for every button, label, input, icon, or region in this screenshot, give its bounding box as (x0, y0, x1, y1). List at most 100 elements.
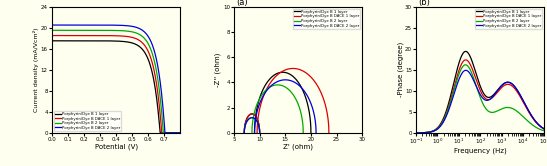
Porphyrin/Dye B 1 layer (157, 132, 164, 134)
Porphyrin/Dye B 1 layer (251, 132, 258, 134)
Porphyrin/Dye B 2 layer (300, 132, 306, 134)
Porphyrin/Dye B 1 layer (469, 62, 476, 64)
Porphyrin/Dye B DACE 1 layer (290, 67, 296, 69)
Porphyrin/Dye B DACE 1 layer (513, 89, 520, 91)
Porphyrin/Dye B 1 layer (413, 132, 420, 134)
Porphyrin/Dye B DACE 2 layer (148, 42, 155, 44)
Porphyrin/Dye B 2 layer (160, 132, 167, 134)
Porphyrin/Dye B DACE 2 layer (463, 69, 469, 71)
Porphyrin/Dye B DACE 1 layer (132, 38, 139, 40)
Porphyrin/Dye B 1 layer (180, 132, 187, 134)
Porphyrin/Dye B 2 layer (267, 86, 274, 88)
Porphyrin/Dye B 2 layer (129, 31, 135, 33)
Porphyrin/Dye B DACE 2 layer (426, 131, 433, 133)
Text: (b): (b) (418, 0, 430, 7)
Porphyrin/Dye B 2 layer (469, 75, 476, 77)
Porphyrin/Dye B DACE 2 layer (132, 26, 139, 28)
Porphyrin/Dye B 2 layer (265, 87, 272, 89)
Line: Porphyrin/Dye B 1 layer: Porphyrin/Dye B 1 layer (52, 41, 183, 133)
Porphyrin/Dye B DACE 2 layer (501, 83, 508, 84)
Porphyrin/Dye B DACE 2 layer (469, 77, 476, 79)
Legend: Porphyrin/Dye B 1 layer, Porphyrin/Dye B DACE 1 layer, Porphyrin/Dye B 2 layer, : Porphyrin/Dye B 1 layer, Porphyrin/Dye B… (475, 9, 542, 29)
Porphyrin/Dye B DACE 1 layer (279, 70, 286, 72)
Porphyrin/Dye B 2 layer (541, 130, 547, 132)
Porphyrin/Dye B 2 layer (426, 131, 433, 133)
Porphyrin/Dye B DACE 1 layer (462, 59, 469, 61)
Porphyrin/Dye B 1 layer (501, 82, 508, 84)
Porphyrin/Dye B DACE 2 layer (271, 82, 278, 84)
Porphyrin/Dye B DACE 2 layer (272, 81, 279, 83)
Porphyrin/Dye B DACE 1 layer (49, 35, 55, 37)
Porphyrin/Dye B DACE 1 layer (501, 84, 508, 86)
Porphyrin/Dye B 1 layer (271, 74, 278, 76)
Porphyrin/Dye B DACE 2 layer (465, 70, 472, 72)
Porphyrin/Dye B DACE 1 layer (325, 131, 332, 133)
Porphyrin/Dye B 2 layer (266, 86, 273, 88)
Porphyrin/Dye B 1 layer (252, 115, 259, 117)
Porphyrin/Dye B DACE 2 layer (125, 25, 132, 27)
Porphyrin/Dye B 1 layer (465, 52, 472, 54)
Porphyrin/Dye B DACE 1 layer (469, 69, 476, 71)
Porphyrin/Dye B DACE 1 layer (180, 132, 187, 134)
Porphyrin/Dye B DACE 1 layer (541, 128, 547, 130)
Porphyrin/Dye B DACE 1 layer (413, 132, 420, 134)
Porphyrin/Dye B 2 layer (462, 64, 469, 66)
X-axis label: Z' (ohm): Z' (ohm) (283, 143, 313, 150)
Porphyrin/Dye B DACE 1 layer (254, 132, 260, 134)
Line: Porphyrin/Dye B 1 layer: Porphyrin/Dye B 1 layer (254, 72, 311, 133)
Porphyrin/Dye B DACE 1 layer (515, 93, 522, 95)
Porphyrin/Dye B 2 layer (515, 111, 522, 113)
X-axis label: Potential (V): Potential (V) (95, 143, 138, 150)
Porphyrin/Dye B DACE 1 layer (426, 131, 433, 133)
Legend: Porphyrin/Dye B 1 layer, Porphyrin/Dye B DACE 1 layer, Porphyrin/Dye B 2 layer, : Porphyrin/Dye B 1 layer, Porphyrin/Dye B… (293, 9, 360, 29)
Porphyrin/Dye B 2 layer (252, 110, 258, 112)
Porphyrin/Dye B 1 layer (426, 131, 433, 133)
Porphyrin/Dye B DACE 2 layer (49, 24, 55, 26)
Porphyrin/Dye B 1 layer (271, 74, 277, 76)
Porphyrin/Dye B 2 layer (300, 131, 306, 133)
Porphyrin/Dye B DACE 2 layer (180, 132, 187, 134)
Porphyrin/Dye B DACE 2 layer (162, 132, 168, 134)
Porphyrin/Dye B DACE 2 layer (57, 24, 63, 26)
Porphyrin/Dye B 1 layer (513, 87, 520, 89)
Porphyrin/Dye B 1 layer (162, 132, 168, 134)
Porphyrin/Dye B 1 layer (307, 132, 314, 134)
Porphyrin/Dye B 1 layer (270, 75, 276, 77)
Porphyrin/Dye B 1 layer (148, 69, 155, 71)
Porphyrin/Dye B DACE 2 layer (255, 107, 261, 109)
Porphyrin/Dye B 1 layer (307, 131, 314, 133)
Legend: Porphyrin/Dye B 1 layer, Porphyrin/Dye B DACE 1 layer, Porphyrin/Dye B 2 layer, : Porphyrin/Dye B 1 layer, Porphyrin/Dye B… (54, 111, 121, 131)
Line: Porphyrin/Dye B DACE 2 layer: Porphyrin/Dye B DACE 2 layer (52, 25, 183, 133)
Porphyrin/Dye B DACE 2 layer (541, 128, 547, 130)
Porphyrin/Dye B DACE 2 layer (253, 117, 259, 119)
Porphyrin/Dye B DACE 1 layer (255, 114, 262, 116)
Line: Porphyrin/Dye B 2 layer: Porphyrin/Dye B 2 layer (416, 65, 544, 133)
Porphyrin/Dye B 2 layer (501, 107, 508, 109)
Porphyrin/Dye B DACE 1 layer (57, 35, 63, 37)
Porphyrin/Dye B DACE 2 layer (162, 132, 168, 134)
Porphyrin/Dye B DACE 1 layer (162, 132, 168, 134)
Line: Porphyrin/Dye B 1 layer: Porphyrin/Dye B 1 layer (416, 51, 544, 133)
Porphyrin/Dye B 1 layer (515, 91, 522, 93)
Porphyrin/Dye B 2 layer (513, 110, 520, 112)
Y-axis label: -Phase (degree): -Phase (degree) (397, 42, 404, 97)
Porphyrin/Dye B 2 layer (162, 132, 168, 134)
Porphyrin/Dye B DACE 1 layer (258, 102, 265, 104)
Porphyrin/Dye B 1 layer (49, 40, 55, 42)
Porphyrin/Dye B 2 layer (148, 51, 155, 53)
Porphyrin/Dye B 2 layer (49, 29, 55, 31)
Porphyrin/Dye B DACE 2 layer (515, 91, 522, 93)
Porphyrin/Dye B DACE 1 layer (325, 132, 332, 134)
Porphyrin/Dye B DACE 1 layer (148, 60, 155, 62)
Porphyrin/Dye B 2 layer (132, 32, 139, 34)
Porphyrin/Dye B DACE 1 layer (125, 36, 132, 38)
Porphyrin/Dye B 2 layer (413, 132, 420, 134)
Porphyrin/Dye B 2 layer (275, 84, 281, 86)
Porphyrin/Dye B DACE 2 layer (313, 131, 319, 133)
X-axis label: Frequency (Hz): Frequency (Hz) (454, 148, 507, 154)
Porphyrin/Dye B 1 layer (129, 42, 135, 44)
Porphyrin/Dye B 1 layer (280, 71, 286, 73)
Porphyrin/Dye B 1 layer (541, 128, 547, 130)
Line: Porphyrin/Dye B DACE 1 layer: Porphyrin/Dye B DACE 1 layer (416, 60, 544, 133)
Line: Porphyrin/Dye B 2 layer: Porphyrin/Dye B 2 layer (252, 85, 303, 133)
